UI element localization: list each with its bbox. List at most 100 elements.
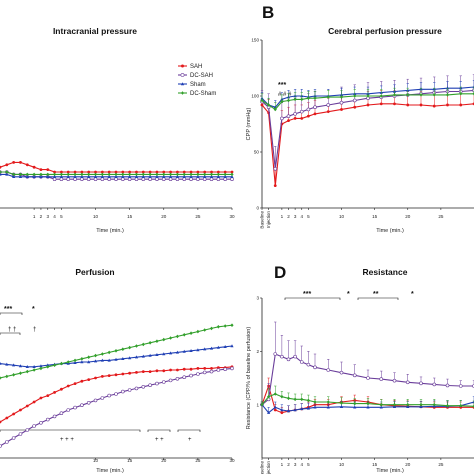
x-tick-label: 3: [294, 214, 297, 219]
data-point: [273, 107, 277, 112]
data-point: [5, 170, 9, 174]
data-point: [353, 405, 357, 409]
y-tick-label: 100: [251, 94, 259, 99]
data-point: [230, 344, 234, 348]
legend-entry: Sham: [190, 82, 206, 88]
data-point: [210, 367, 213, 370]
data-point: [60, 170, 63, 174]
data-point: [134, 177, 139, 181]
data-point: [5, 374, 9, 379]
x-tick-label: 5: [307, 462, 310, 467]
data-point: [326, 95, 330, 99]
x-axis-label: Time (min.): [96, 468, 124, 474]
data-point: [203, 328, 207, 332]
data-point: [419, 402, 423, 407]
data-point: [286, 114, 291, 118]
data-point: [46, 168, 50, 172]
data-point: [406, 93, 410, 97]
data-point: [216, 325, 220, 329]
data-point: [121, 175, 125, 178]
data-point: [175, 376, 180, 381]
significance-bracket: [147, 429, 171, 432]
data-point: [203, 175, 207, 178]
data-point: [209, 369, 214, 374]
x-tick-label: 15: [372, 462, 378, 467]
significance-bracket: [0, 312, 23, 315]
data-point: [155, 170, 159, 174]
data-point: [134, 344, 139, 348]
legend-entry: DC-Sham: [190, 91, 216, 97]
data-point: [196, 372, 200, 376]
series-sah: [0, 365, 234, 424]
significance-bracket: [284, 297, 341, 300]
data-point: [5, 440, 9, 444]
data-point: [100, 352, 104, 356]
data-point: [446, 103, 449, 107]
data-point: [87, 170, 91, 174]
data-point: [216, 177, 221, 181]
panel-label: B: [262, 3, 274, 22]
legend-marker: [180, 91, 185, 95]
data-point: [155, 381, 159, 386]
data-point: [196, 177, 200, 181]
y-tick-label: 50: [254, 150, 260, 155]
data-point: [306, 398, 310, 403]
series-dc-sham: [0, 170, 234, 177]
data-point: [196, 367, 200, 370]
data-point: [141, 342, 145, 347]
data-point: [162, 175, 166, 178]
x-tick-label: 5: [307, 214, 310, 219]
data-point: [313, 112, 317, 116]
data-point: [432, 104, 436, 108]
data-point: [32, 175, 36, 178]
data-point: [175, 177, 180, 181]
data-point: [52, 363, 57, 367]
data-point: [419, 93, 423, 97]
data-point: [216, 366, 220, 369]
series-sah: [260, 90, 474, 188]
significance-annotation: ***: [278, 82, 286, 89]
data-point: [313, 105, 317, 109]
data-point: [162, 369, 166, 373]
data-point: [100, 375, 104, 378]
data-point: [189, 177, 193, 181]
significance-annotation: *: [32, 306, 35, 313]
data-point: [5, 416, 9, 420]
x-tick-label: Injection: [266, 211, 271, 229]
data-point: [406, 402, 410, 407]
data-point: [168, 336, 173, 340]
x-tick-label: 20: [161, 214, 167, 219]
data-point: [32, 165, 36, 169]
data-point: [260, 402, 264, 407]
x-axis-label: Time (min.): [376, 468, 404, 474]
significance-annotation: † †: [8, 327, 16, 333]
data-point: [162, 170, 166, 174]
series-sham: [0, 172, 234, 178]
data-point: [19, 408, 22, 412]
data-point: [155, 369, 159, 373]
data-point: [80, 360, 84, 364]
data-point: [392, 402, 397, 407]
data-point: [5, 172, 9, 176]
x-tick-label: 30: [229, 458, 235, 463]
series-sah: [0, 161, 234, 174]
data-point: [18, 364, 23, 368]
data-point: [230, 323, 234, 327]
x-tick-label: 10: [93, 458, 99, 463]
data-point: [352, 373, 357, 378]
chart-title: Perfusion: [75, 267, 114, 277]
data-point: [182, 170, 186, 174]
data-point: [168, 351, 173, 355]
legend-entry: DC-SAH: [190, 73, 213, 79]
data-point: [306, 406, 310, 410]
data-point: [107, 374, 111, 377]
data-point: [339, 100, 344, 105]
data-point: [0, 170, 2, 174]
data-point: [182, 349, 186, 353]
data-point: [168, 172, 173, 177]
data-point: [299, 109, 304, 114]
data-point: [0, 172, 2, 176]
data-point: [162, 337, 166, 342]
data-point: [419, 103, 423, 107]
